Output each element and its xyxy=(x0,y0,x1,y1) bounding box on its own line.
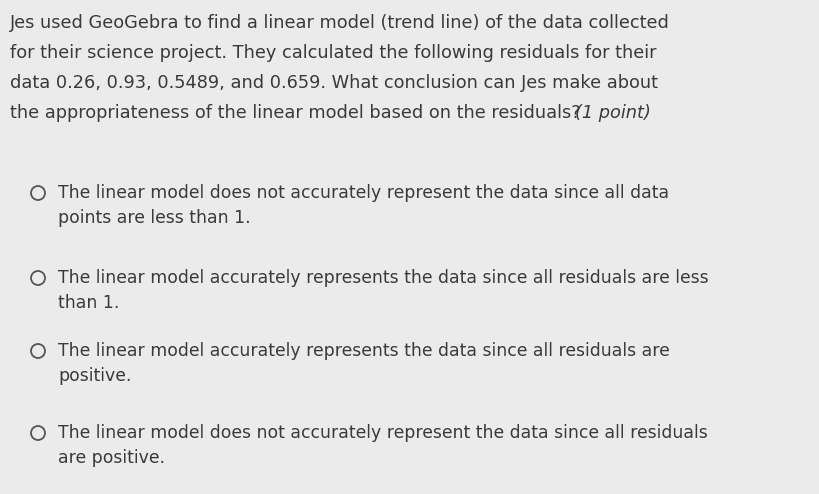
Text: The linear model does not accurately represent the data since all residuals
are : The linear model does not accurately rep… xyxy=(58,424,708,467)
Text: data 0.26, 0.93, 0.5489, and 0.659. What conclusion can Jes make about: data 0.26, 0.93, 0.5489, and 0.659. What… xyxy=(10,74,658,92)
Text: Jes used GeoGebra to find a linear model (trend line) of the data collected: Jes used GeoGebra to find a linear model… xyxy=(10,14,670,32)
Text: for their science project. They calculated the following residuals for their: for their science project. They calculat… xyxy=(10,44,657,62)
Text: The linear model accurately represents the data since all residuals are less
tha: The linear model accurately represents t… xyxy=(58,269,708,312)
Text: The linear model does not accurately represent the data since all data
points ar: The linear model does not accurately rep… xyxy=(58,184,669,227)
Text: the appropriateness of the linear model based on the residuals?: the appropriateness of the linear model … xyxy=(10,104,581,122)
Text: (1 point): (1 point) xyxy=(575,104,651,122)
Text: The linear model accurately represents the data since all residuals are
positive: The linear model accurately represents t… xyxy=(58,342,670,385)
